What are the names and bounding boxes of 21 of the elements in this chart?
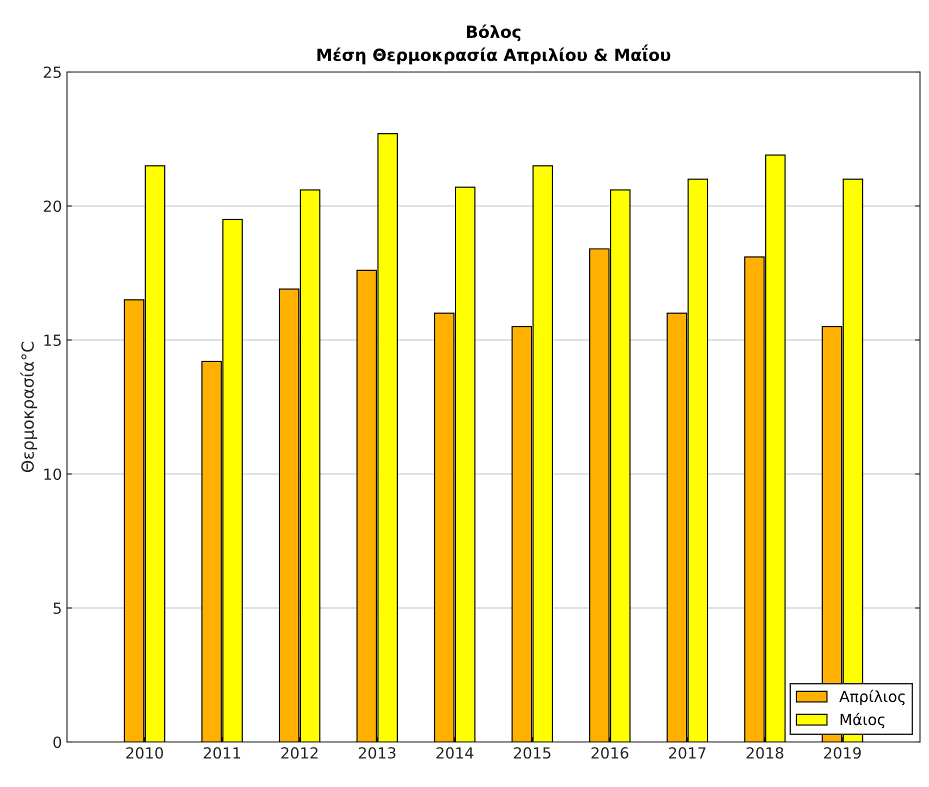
x-tick-label: 2015 bbox=[514, 747, 550, 759]
y-axis-title: Θερμοκρασία°C bbox=[20, 342, 38, 472]
y-tick-label: 20 bbox=[44, 200, 62, 212]
x-tick-label: 2013 bbox=[358, 747, 396, 759]
x-tick-label: 2019 bbox=[824, 747, 861, 759]
x-tick-label: 2018 bbox=[746, 747, 784, 759]
y-tick-label: 10 bbox=[44, 468, 62, 480]
legend-label: Μάιος bbox=[840, 712, 884, 728]
x-tick-label: 2011 bbox=[204, 747, 240, 759]
y-tick-label: 15 bbox=[44, 334, 61, 346]
y-tick-label: 0 bbox=[53, 736, 62, 748]
x-tick-label: 2010 bbox=[126, 747, 163, 759]
x-tick-label: 2016 bbox=[591, 747, 628, 759]
chart-subtitle: Μέση Θερμοκρασία Απριλίου & Μαΐου bbox=[317, 44, 670, 64]
x-tick-label: 2014 bbox=[436, 747, 474, 759]
legend-label: Απρίλιος bbox=[839, 690, 905, 706]
y-tick-label: 25 bbox=[44, 66, 61, 78]
y-tick-label: 5 bbox=[54, 602, 61, 614]
x-tick-label: 2017 bbox=[669, 747, 706, 759]
x-tick-label: 2012 bbox=[281, 747, 318, 759]
chart-title: Βόλος bbox=[467, 24, 520, 42]
